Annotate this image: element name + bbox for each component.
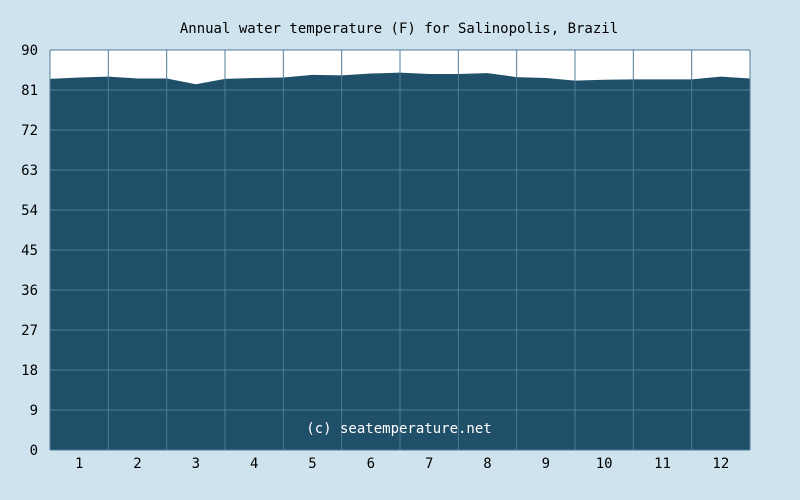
x-tick-label: 10 (596, 456, 613, 472)
y-tick-label: 18 (21, 363, 38, 379)
y-tick-label: 72 (21, 123, 38, 139)
x-tick-label: 8 (483, 456, 491, 472)
x-tick-label: 1 (75, 456, 83, 472)
y-tick-label: 27 (21, 323, 38, 339)
chart-title: Annual water temperature (F) for Salinop… (180, 21, 618, 37)
y-tick-label: 45 (21, 243, 38, 259)
x-tick-label: 12 (712, 456, 729, 472)
x-tick-label: 4 (250, 456, 258, 472)
credit-text: (c) seatemperature.net (306, 421, 491, 437)
x-tick-label: 5 (308, 456, 316, 472)
y-tick-label: 63 (21, 163, 38, 179)
y-tick-label: 90 (21, 43, 38, 59)
x-tick-label: 6 (367, 456, 375, 472)
y-tick-label: 81 (21, 83, 38, 99)
y-tick-label: 9 (30, 403, 38, 419)
x-tick-label: 11 (654, 456, 671, 472)
x-tick-label: 3 (192, 456, 200, 472)
grid-layer (49, 49, 751, 451)
y-tick-label: 36 (21, 283, 38, 299)
x-tick-label: 7 (425, 456, 433, 472)
y-tick-label: 0 (30, 443, 38, 459)
y-tick-label: 54 (21, 203, 38, 219)
x-tick-label: 2 (133, 456, 141, 472)
x-tick-label: 9 (542, 456, 550, 472)
y-axis: 0 9 18 27 36 45 54 63 72 81 90 (21, 43, 38, 459)
x-axis: 1 2 3 4 5 6 7 8 9 10 11 12 (75, 456, 729, 472)
